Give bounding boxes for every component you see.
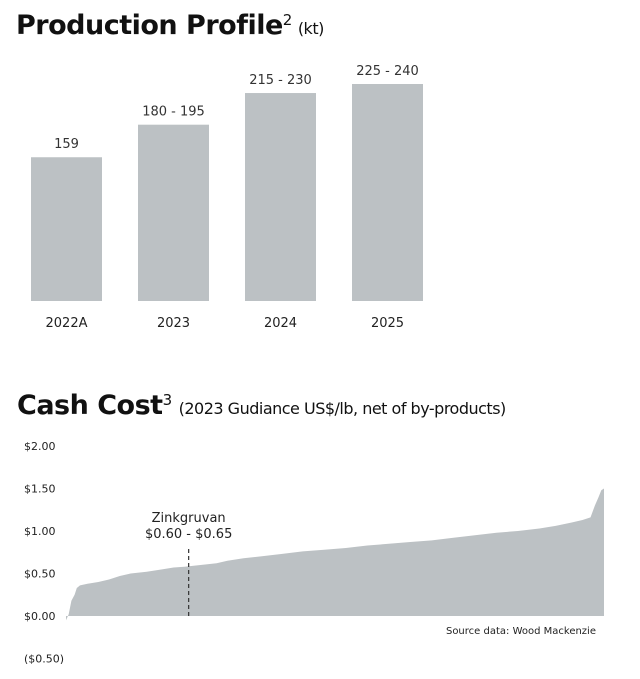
cash-cost-title: Cash Cost3 (2023 Gudiance US$/lb, net of … — [17, 390, 506, 421]
cash-cost-title-footnote: 3 — [162, 391, 173, 409]
bar-value-label: 215 - 230 — [249, 73, 312, 88]
y-tick-label: ($0.50) — [24, 653, 64, 666]
y-tick-label: $1.50 — [24, 483, 56, 496]
bar-2024 — [245, 93, 316, 302]
bar-2023 — [138, 124, 209, 301]
cash-cost-subtitle: (2023 Gudiance US$/lb, net of by-product… — [178, 399, 507, 418]
production-bar-chart: 159 2022A 180 - 195 2023 215 - 230 2024 225 - … — [31, 64, 423, 331]
production-title-unit: (kt) — [297, 19, 325, 38]
bar-value-label: 225 - 240 — [356, 64, 419, 79]
bar-2025 — [352, 84, 423, 301]
cost-curve-area — [66, 488, 604, 621]
bar-category-label: 2024 — [264, 316, 297, 331]
zinkgruvan-annotation-name: Zinkgruvan — [152, 511, 226, 526]
cash-cost-title-text: Cash Cost — [17, 390, 163, 421]
y-tick-label: $0.00 — [24, 610, 56, 623]
source-note: Source data: Wood Mackenzie — [446, 626, 596, 637]
cash-cost-curve-chart: $2.00 $1.50 $1.00 $0.50 $0.00 ($0.50) Zinkgruv… — [24, 440, 604, 666]
production-title-text: Production Profile — [16, 10, 283, 41]
zinkgruvan-annotation-range: $0.60 - $0.65 — [145, 527, 232, 542]
y-tick-label: $2.00 — [24, 440, 56, 453]
y-tick-label: $0.50 — [24, 568, 56, 581]
bar-category-label: 2022A — [46, 316, 88, 331]
bar-value-label: 180 - 195 — [142, 105, 205, 120]
bar-category-label: 2023 — [157, 316, 190, 331]
bar-2022a — [31, 157, 102, 301]
y-tick-label: $1.00 — [24, 525, 56, 538]
production-profile-title: Production Profile2 (kt) — [16, 10, 324, 41]
bar-value-label: 159 — [54, 137, 79, 152]
production-title-footnote: 2 — [282, 11, 293, 29]
bar-category-label: 2025 — [371, 316, 404, 331]
